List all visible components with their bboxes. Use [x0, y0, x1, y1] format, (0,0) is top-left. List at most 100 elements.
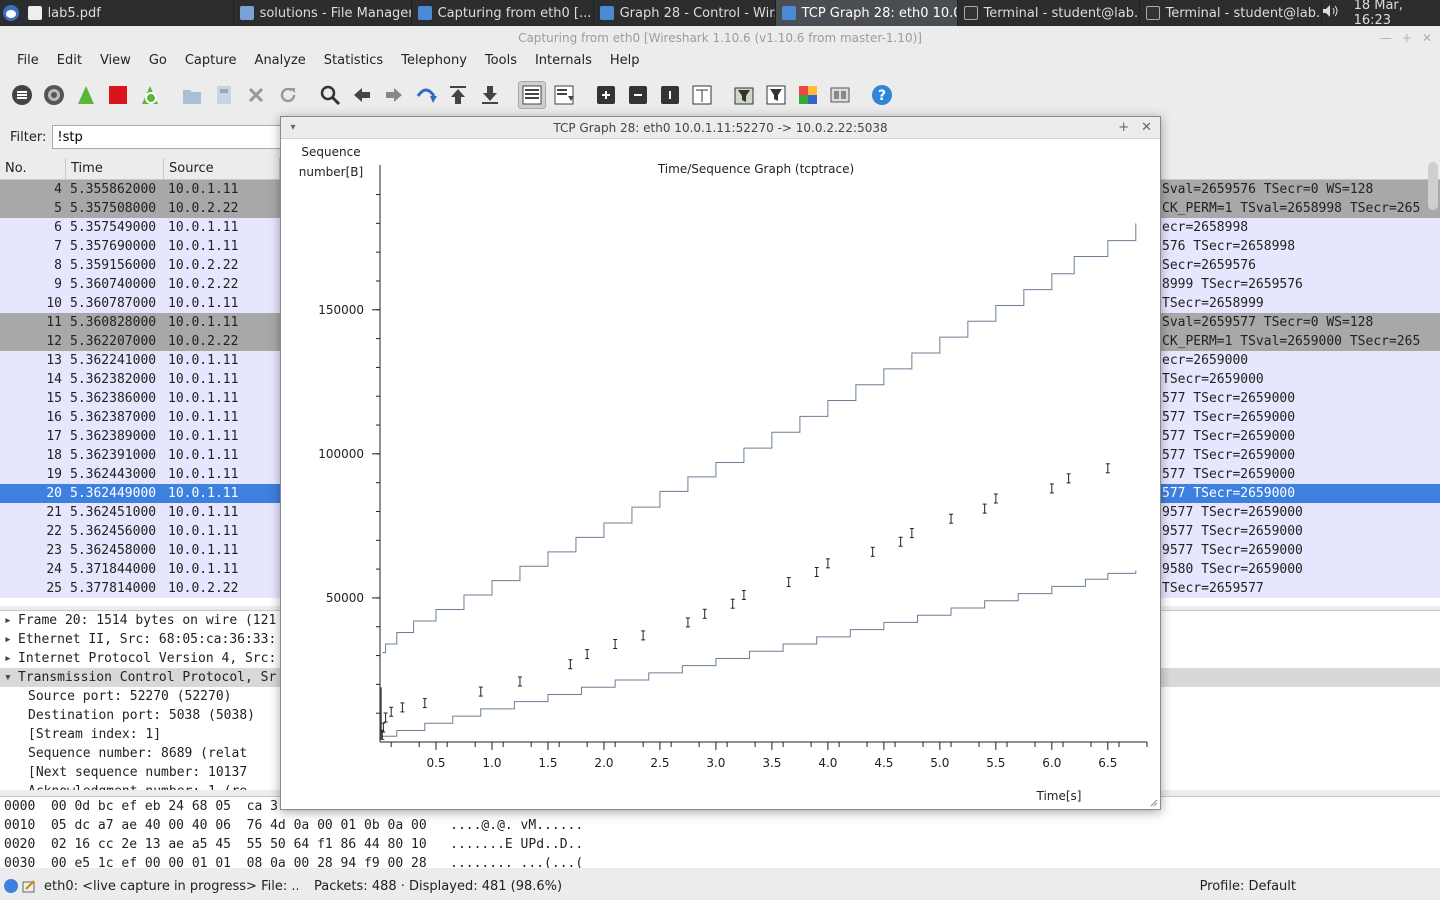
options-icon[interactable]: [40, 81, 68, 109]
detail-row[interactable]: Acknowledgment number: 1 (re: [0, 782, 1440, 790]
taskbar-task[interactable]: solutions - File Manager: [234, 0, 412, 26]
detail-row[interactable]: ▸ Ethernet II, Src: 68:05:ca:36:33:: [0, 630, 1440, 649]
x-tick-label: 0.5: [426, 756, 445, 770]
maximize-icon[interactable]: +: [1118, 120, 1130, 135]
start-capture-icon[interactable]: [72, 81, 100, 109]
detail-row[interactable]: ▸ Frame 20: 1514 bytes on wire (121: [0, 611, 1440, 630]
goto-icon[interactable]: [412, 81, 440, 109]
packet-source: 10.0.1.11: [168, 239, 239, 254]
tcp-graph-titlebar[interactable]: ▾ TCP Graph 28: eth0 10.0.1.11:52270 -> …: [281, 117, 1160, 139]
detail-text: Frame 20: 1514 bytes on wire (121: [18, 613, 277, 628]
minimize-icon[interactable]: —: [1379, 31, 1392, 45]
packet-source: 10.0.2.22: [168, 581, 239, 596]
menu-tools[interactable]: Tools: [484, 53, 517, 68]
preferences-icon[interactable]: [826, 81, 854, 109]
packet-info: 577 TSecr=2659000: [1162, 486, 1296, 501]
taskbar-task[interactable]: Capturing from eth0 [...: [412, 0, 594, 26]
packet-time: 5.362458000: [70, 543, 157, 558]
capture-comment-icon[interactable]: [22, 879, 36, 893]
save-file-icon[interactable]: [210, 81, 238, 109]
packet-time: 5.362382000: [70, 372, 157, 387]
taskbar-task[interactable]: TCP Graph 28: eth0 10.0...: [775, 0, 958, 26]
clock[interactable]: 18 Mar, 16:23: [1353, 0, 1403, 28]
packet-info: 9580 TSecr=2659000: [1162, 562, 1303, 577]
packet-time: 5.360740000: [70, 277, 157, 292]
taskbar-task[interactable]: Terminal - student@lab...: [1140, 0, 1322, 26]
chart-title: Time/Sequence Graph (tcptrace): [657, 162, 854, 176]
column-header-no[interactable]: No.: [0, 158, 66, 179]
detail-row[interactable]: Sequence number: 8689 (relat: [0, 744, 1440, 763]
tcp-graph-plot[interactable]: Time/Sequence Graph (tcptrace) Sequence nu…: [281, 139, 1160, 809]
display-filters-icon[interactable]: [762, 81, 790, 109]
menu-edit[interactable]: Edit: [56, 53, 82, 68]
colorize-icon[interactable]: [518, 81, 546, 109]
close-icon[interactable]: ✕: [1141, 120, 1152, 135]
last-packet-icon[interactable]: [476, 81, 504, 109]
y-axis-label: number[B]: [299, 165, 363, 179]
x-tick-label: 6.5: [1098, 756, 1117, 770]
detail-row[interactable]: [Stream index: 1]: [0, 725, 1440, 744]
hex-row: 0000 00 0d bc ef eb 24 68 05 ca 3: [4, 799, 278, 814]
menu-analyze[interactable]: Analyze: [254, 53, 306, 68]
menu-statistics[interactable]: Statistics: [323, 53, 384, 68]
stop-capture-icon[interactable]: [104, 81, 132, 109]
zoom-in-icon[interactable]: [592, 81, 620, 109]
taskbar-task[interactable]: lab5.pdf: [22, 0, 234, 26]
forward-icon[interactable]: [380, 81, 408, 109]
menu-telephony[interactable]: Telephony: [401, 53, 467, 68]
zoom-out-icon[interactable]: [624, 81, 652, 109]
detail-row[interactable]: Source port: 52270 (52270): [0, 687, 1440, 706]
menu-help[interactable]: Help: [609, 53, 640, 68]
help-icon[interactable]: ?: [868, 81, 896, 109]
detail-row[interactable]: [Next sequence number: 10137: [0, 763, 1440, 782]
restart-capture-icon[interactable]: [136, 81, 164, 109]
menu-internals[interactable]: Internals: [534, 53, 592, 68]
taskbar-task[interactable]: Graph 28 - Control - Wir...: [594, 0, 776, 26]
menu-capture[interactable]: Capture: [184, 53, 237, 68]
filter-input[interactable]: [52, 125, 293, 149]
first-packet-icon[interactable]: [444, 81, 472, 109]
packet-info: 9577 TSecr=2659000: [1162, 505, 1303, 520]
column-header-source[interactable]: Source: [164, 158, 280, 179]
taskbar-task[interactable]: Terminal - student@lab...: [958, 0, 1140, 26]
time-sequence-chart[interactable]: Time/Sequence Graph (tcptrace) Sequence nu…: [281, 139, 1160, 809]
packet-time: 5.362241000: [70, 353, 157, 368]
packet-list-scrollbar[interactable]: [1428, 162, 1438, 210]
packet-source: 10.0.1.11: [168, 315, 239, 330]
detail-row[interactable]: Destination port: 5038 (5038): [0, 706, 1440, 725]
packet-no: 4: [54, 182, 62, 197]
menu-file[interactable]: File: [17, 53, 39, 68]
collapsed-triangle-icon[interactable]: ▸: [4, 613, 12, 628]
expert-info-icon[interactable]: [4, 879, 18, 893]
ack-line: [380, 570, 1137, 737]
autoscroll-icon[interactable]: [550, 81, 578, 109]
back-icon[interactable]: [348, 81, 376, 109]
column-header-time[interactable]: Time: [66, 158, 164, 179]
detail-row[interactable]: ▸ Internet Protocol Version 4, Src:: [0, 649, 1440, 668]
close-file-icon[interactable]: [242, 81, 270, 109]
interfaces-icon[interactable]: [8, 81, 36, 109]
expanded-triangle-icon[interactable]: ▾: [4, 670, 12, 685]
menu-go[interactable]: Go: [148, 53, 167, 68]
find-icon[interactable]: [316, 81, 344, 109]
open-file-icon[interactable]: [178, 81, 206, 109]
collapsed-triangle-icon[interactable]: ▸: [4, 651, 12, 666]
menu-view[interactable]: View: [99, 53, 131, 68]
profile-label[interactable]: Profile: Default: [1199, 878, 1296, 894]
menu-bar: File Edit View Go Capture Analyze Statistics Te…: [0, 50, 1440, 72]
packet-info: 9577 TSecr=2659000: [1162, 543, 1303, 558]
collapsed-triangle-icon[interactable]: ▸: [4, 632, 12, 647]
x-tick-label: 1.5: [538, 756, 557, 770]
close-icon[interactable]: ✕: [1421, 31, 1432, 45]
resize-columns-icon[interactable]: [688, 81, 716, 109]
maximize-icon[interactable]: +: [1401, 31, 1412, 45]
normal-size-icon[interactable]: [656, 81, 684, 109]
terminal-icon: [1145, 6, 1160, 20]
coloring-rules-icon[interactable]: [794, 81, 822, 109]
window-menu-icon[interactable]: ▾: [290, 122, 296, 133]
reload-icon[interactable]: [274, 81, 302, 109]
speaker-icon[interactable]: [1322, 4, 1340, 22]
hex-row: 0020 02 16 cc 2e 13 ae a5 45 55 50 64 f1…: [4, 837, 584, 852]
xfce-menu-icon[interactable]: [0, 0, 22, 26]
capture-filters-icon[interactable]: [730, 81, 758, 109]
